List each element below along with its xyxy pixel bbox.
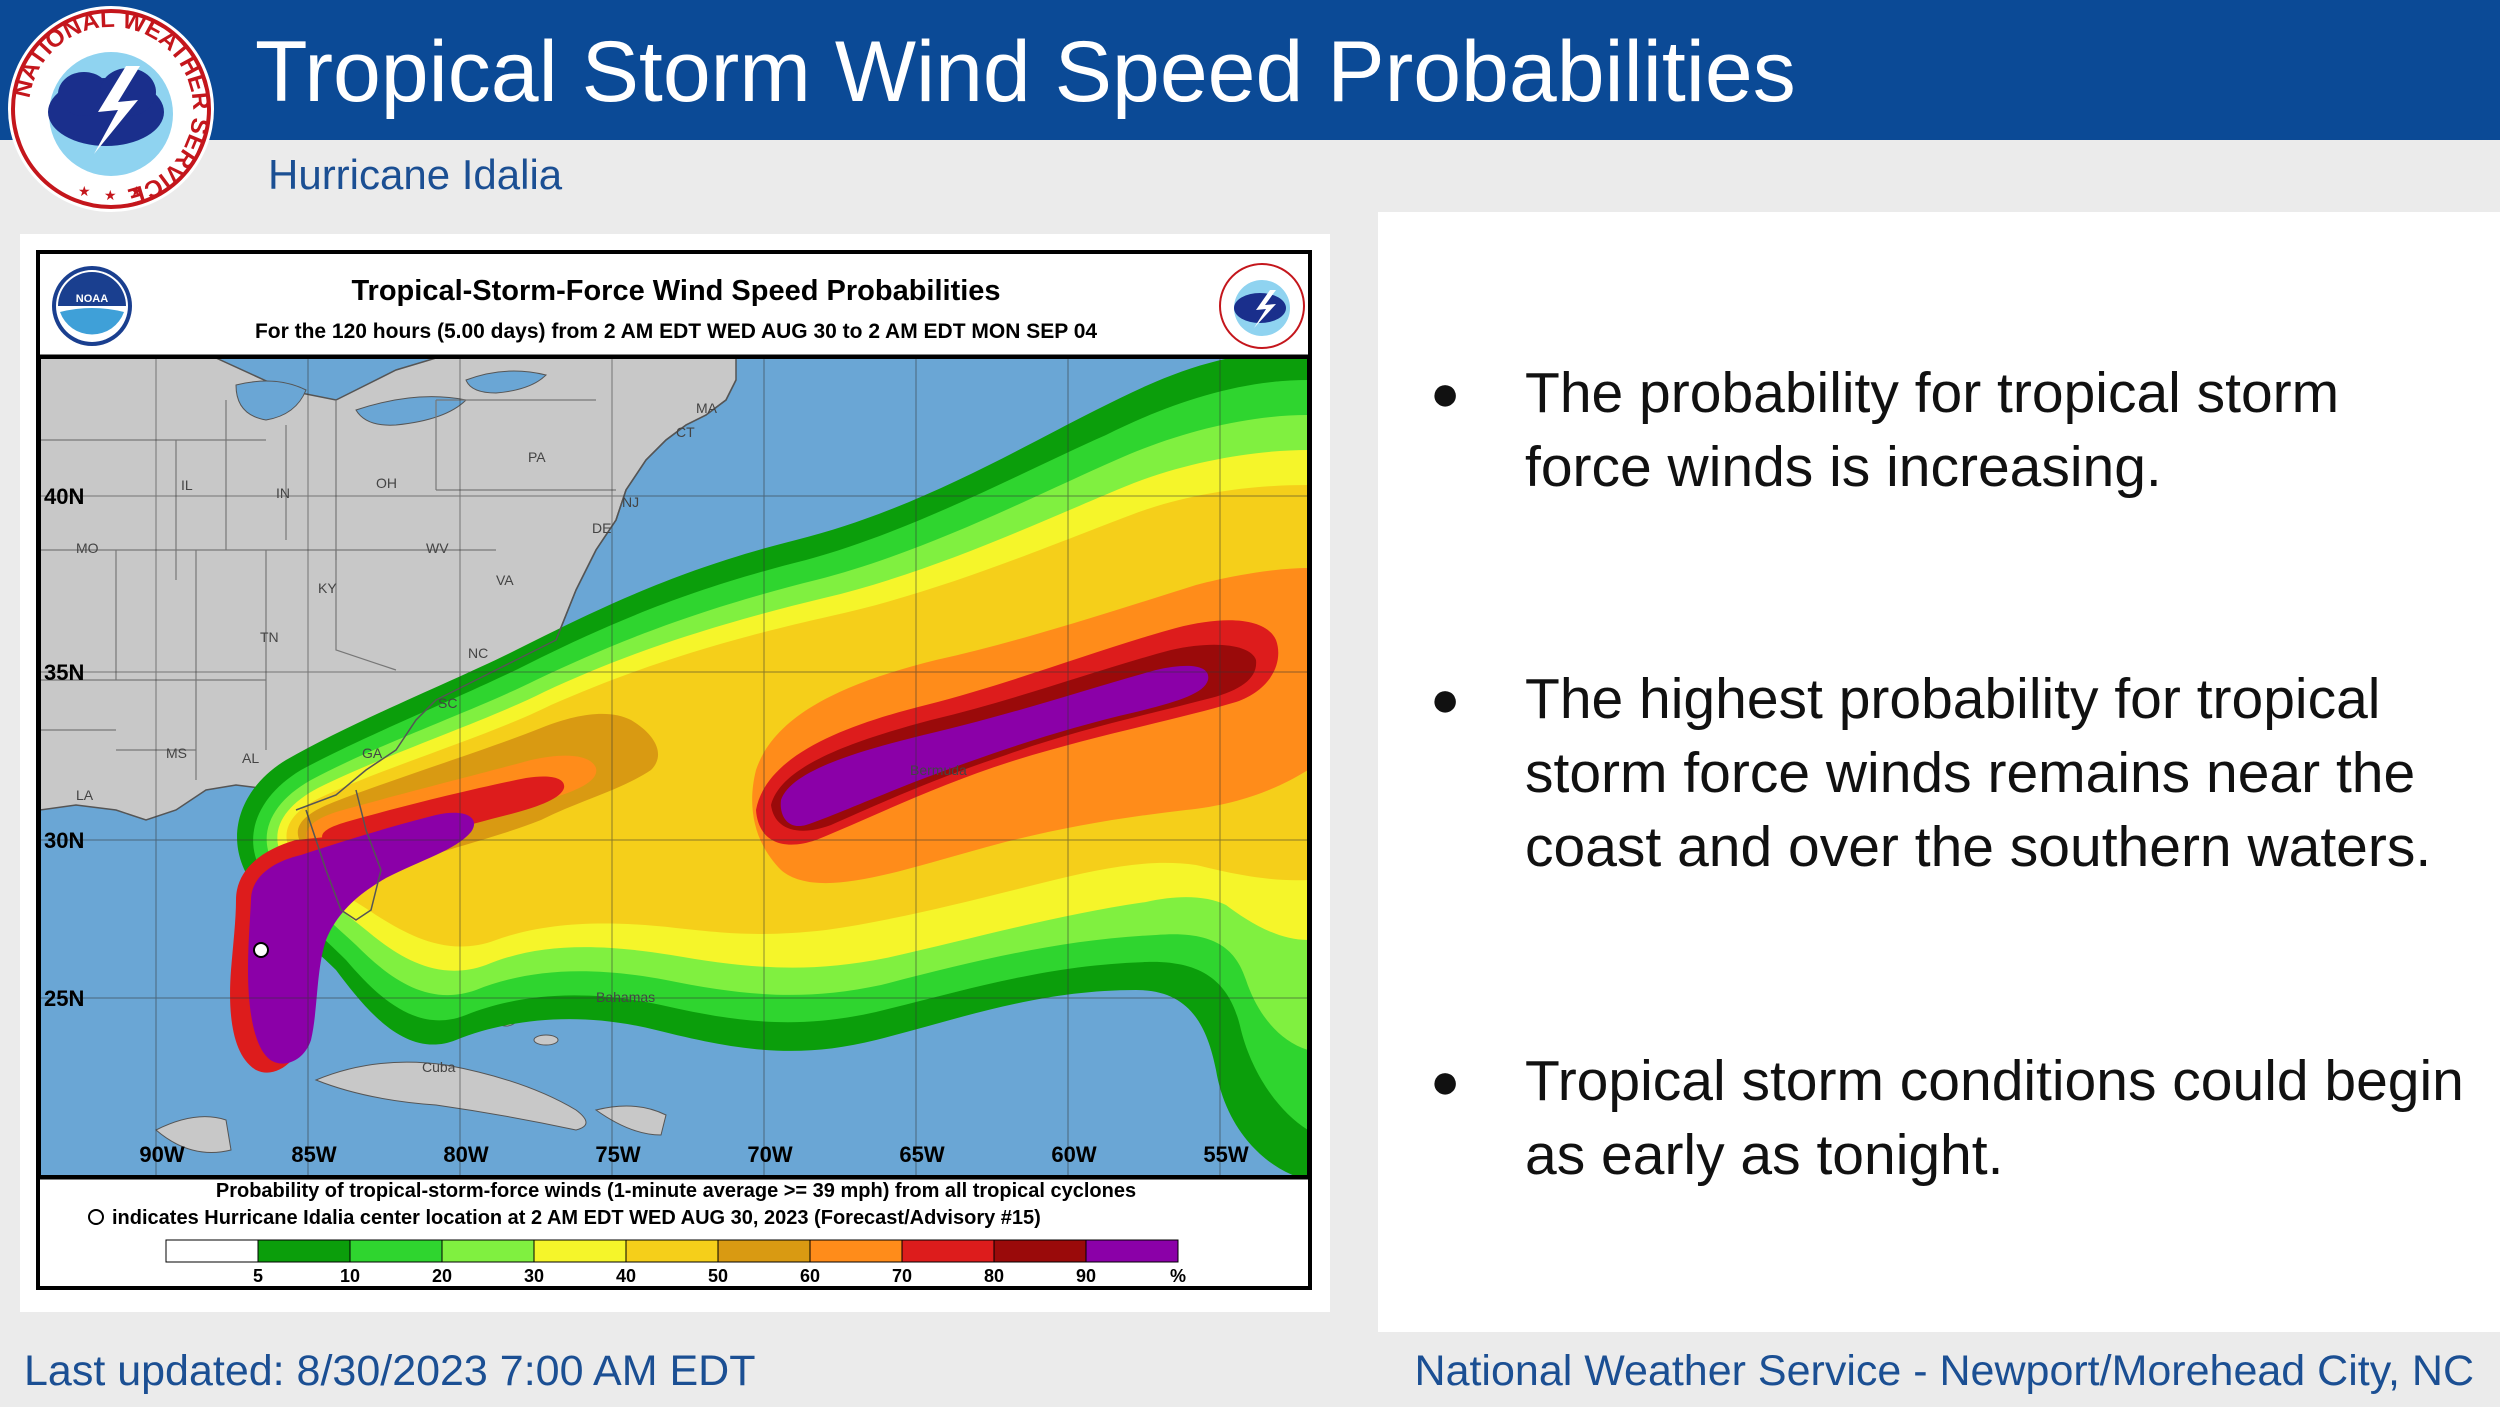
lon-label: 60W [1051,1142,1096,1167]
state-label: SC [438,695,457,711]
center-symbol-icon [88,1209,104,1225]
bullet-text: The highest probability for tropical sto… [1525,667,2432,879]
legend-label: % [1170,1266,1186,1286]
lat-label: 25N [44,986,84,1011]
wind-probability-map: NOAA Tropical-Storm-Force Wind Speed Pro… [36,250,1312,1290]
state-label: AL [242,750,259,766]
legend-label: 30 [524,1266,544,1286]
legend-swatch [441,1239,535,1263]
map-caption-2: indicates Hurricane Idalia center locati… [112,1207,1041,1229]
place-label: Bahamas [596,989,655,1005]
state-label: IN [276,485,290,501]
last-updated: Last updated: 8/30/2023 7:00 AM EDT [24,1347,756,1395]
probability-legend: 5 10 20 30 40 50 60 70 80 90% [165,1239,1186,1286]
hispaniola [594,1105,667,1136]
map-subtitle: For the 120 hours (5.00 days) from 2 AM … [255,320,1097,343]
bullet-text: Tropical storm conditions could begin as… [1525,1049,2464,1187]
place-label: Bermuda [910,762,967,778]
slide-title: Tropical Storm Wind Speed Probabilities [255,24,1796,120]
longitude-labels: 90W 85W 80W 75W 70W 65W 60W 55W [139,1142,1248,1167]
svg-text:★: ★ [104,187,117,203]
lake-michigan [235,380,307,421]
legend-swatch [717,1239,811,1263]
state-label: NC [468,645,488,661]
map-caption-1: Probability of tropical-storm-force wind… [216,1180,1136,1202]
svg-text:★: ★ [130,183,143,199]
gridlines [40,358,1308,1176]
lon-label: 70W [747,1142,792,1167]
legend-swatch [1085,1239,1179,1263]
lon-label: 75W [595,1142,640,1167]
state-label: KY [318,580,337,596]
state-label: WV [426,540,449,556]
legend-label: 40 [616,1266,636,1286]
lon-label: 85W [291,1142,336,1167]
legend-swatch [809,1239,903,1263]
lon-label: 55W [1203,1142,1248,1167]
state-label: VA [496,572,514,588]
header-bar [0,0,2500,140]
state-labels: IL IN OH PA MA CT NJ DE MO KY WV VA TN N… [76,400,718,803]
legend-label: 20 [432,1266,452,1286]
lat-label: 35N [44,660,84,685]
lon-label: 80W [443,1142,488,1167]
yucatan [155,1116,232,1153]
idalia-center-marker [253,942,269,958]
lat-label: 30N [44,828,84,853]
legend-swatch [533,1239,627,1263]
state-label: MO [76,540,99,556]
bullet-dot-icon: ● [1430,1053,1461,1109]
bullets-panel [1378,212,2500,1332]
legend-swatch [625,1239,719,1263]
office-name: National Weather Service - Newport/Moreh… [1414,1347,2474,1395]
lat-label: 40N [44,484,84,509]
legend-swatch [165,1239,259,1263]
state-label: LA [76,787,94,803]
cuba [314,1061,587,1131]
state-label: MA [696,400,718,416]
coastline [295,379,737,921]
bullet-item: ● The highest probability for tropical st… [1430,662,2480,884]
legend-label: 50 [708,1266,728,1286]
legend-label: 10 [340,1266,360,1286]
state-label: DE [592,520,611,536]
noaa-label: NOAA [76,293,108,305]
bullet-dot-icon: ● [1430,671,1461,727]
noaa-logo-icon: NOAA [52,266,132,346]
place-label: Cuba [422,1059,456,1075]
bullet-dot-icon: ● [1430,365,1461,421]
legend-swatch [349,1239,443,1263]
state-borders [40,399,616,780]
state-label: OH [376,475,397,491]
legend-label: 5 [253,1266,263,1286]
state-label: IL [181,477,193,493]
bullet-item: ● Tropical storm conditions could begin a… [1430,1044,2480,1192]
map-title: Tropical-Storm-Force Wind Speed Probabil… [351,275,1000,307]
lake-erie [355,396,468,426]
legend-swatch [901,1239,995,1263]
lon-label: 65W [899,1142,944,1167]
state-label: MS [166,745,187,761]
legend-swatch [993,1239,1087,1263]
legend-label: 60 [800,1266,820,1286]
place-labels: Bermuda Bahamas Cuba [422,762,967,1075]
legend-swatch [257,1239,351,1263]
legend-label: 70 [892,1266,912,1286]
legend-label: 80 [984,1266,1004,1286]
state-label: PA [528,449,546,465]
latitude-labels: 40N 35N 30N 25N [44,484,84,1011]
legend-label: 90 [1076,1266,1096,1286]
bullet-text: The probability for tropical storm force… [1525,361,2340,499]
state-label: CT [676,424,695,440]
state-label: NJ [622,494,639,510]
state-label: GA [362,745,383,761]
lon-label: 90W [139,1142,184,1167]
slide-subtitle: Hurricane Idalia [268,151,563,198]
nws-logo-icon: NATIONAL WEATHER SERVICE ★ ★ ★ [8,6,214,212]
svg-text:★: ★ [78,183,91,199]
nws-small-logo-icon [1219,263,1305,349]
bullet-item: ● The probability for tropical storm forc… [1430,356,2480,504]
lake-ontario [465,370,547,394]
state-label: TN [260,629,279,645]
